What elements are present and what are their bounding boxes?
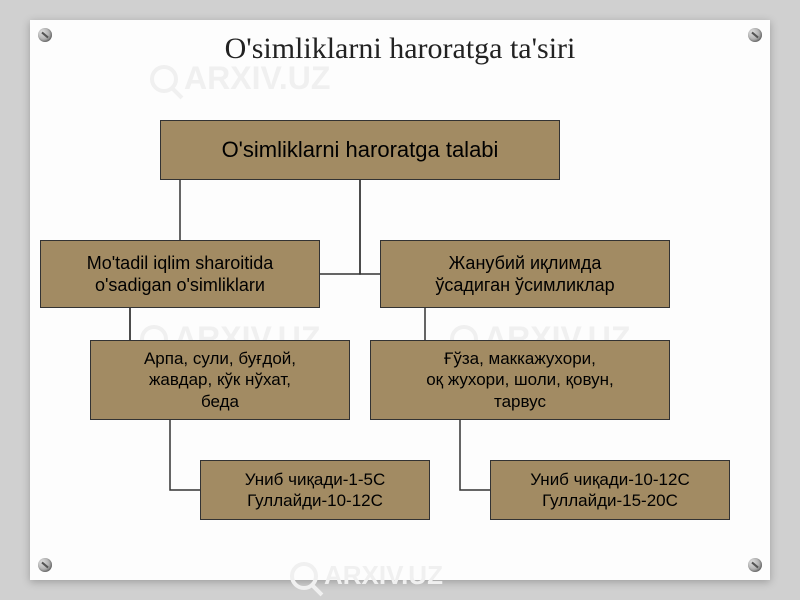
screw-icon: [748, 558, 762, 572]
node-root: O'simliklarni haroratga talabi: [160, 120, 560, 180]
page-title: O'simliklarni haroratga ta'siri: [30, 32, 770, 66]
node-left-temperatures: Униб чиқади-1-5СГуллайди-10-12С: [200, 460, 430, 520]
node-left-crops: Арпа, сули, буғдой,жавдар, кўк нўхат,бед…: [90, 340, 350, 420]
node-right-crops: Ғўза, маккажухори,оқ жухори, шоли, қовун…: [370, 340, 670, 420]
watermark: ARXIV.UZ: [290, 560, 443, 591]
screw-icon: [38, 558, 52, 572]
node-right-category: Жанубий иқлимдаўсадиган ўсимликлар: [380, 240, 670, 308]
node-right-temperatures: Униб чиқади-10-12СГуллайди-15-20С: [490, 460, 730, 520]
paper-panel: ARXIV.UZ ARXIV.UZ ARXIV.UZ ARXIV.UZ O'si…: [30, 20, 770, 580]
node-left-category: Mo'tadil iqlim sharoitidao'sadigan o'sim…: [40, 240, 320, 308]
